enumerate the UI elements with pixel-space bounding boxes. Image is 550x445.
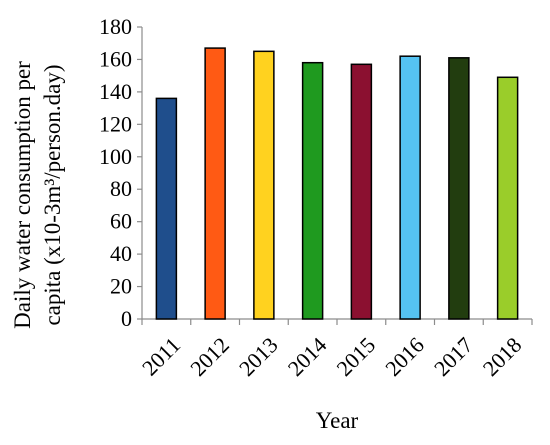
bar-2016: [399, 55, 421, 320]
y-tick-label: 160: [99, 46, 132, 71]
bars: [155, 47, 519, 320]
y-tick-label: 120: [99, 111, 132, 136]
y-tick-label: 100: [99, 144, 132, 169]
bar-2013: [253, 50, 275, 320]
x-tick-label: 2012: [185, 332, 234, 381]
x-tick-label: 2017: [429, 332, 478, 381]
bar-2018: [496, 76, 519, 320]
y-tick-label: 60: [110, 209, 132, 234]
x-tick-label: 2013: [234, 332, 283, 381]
y-axis-title-line1: Daily water consumption per: [10, 61, 35, 329]
x-axis-ticks: 2011 2012 2013 2014 2015 2016 2017 2018: [137, 319, 533, 381]
x-tick-label: 2018: [478, 332, 527, 381]
y-tick-label: 140: [99, 79, 132, 104]
x-tick-label: 2014: [283, 332, 332, 381]
x-tick-label: 2015: [331, 332, 380, 381]
bar-2014: [301, 61, 324, 320]
bar-2015: [350, 63, 373, 320]
x-tick-label: 2016: [380, 332, 429, 381]
y-tick-label: 80: [110, 176, 132, 201]
x-axis-title: Year: [316, 408, 359, 433]
y-axis-title-line2: capita (x10-3m³/person.day): [40, 64, 65, 325]
y-tick-label: 180: [99, 14, 132, 39]
y-axis-ticks: 0 20 40 60 80 100 120 140 160 180: [99, 14, 142, 331]
bar-2011: [155, 97, 178, 320]
bar-2012: [204, 47, 226, 320]
bar-2017: [448, 57, 470, 320]
y-tick-label: 40: [110, 241, 132, 266]
axes: [141, 27, 532, 320]
y-tick-label: 0: [121, 306, 132, 331]
y-tick-label: 20: [110, 274, 132, 299]
x-tick-label: 2011: [137, 332, 185, 380]
